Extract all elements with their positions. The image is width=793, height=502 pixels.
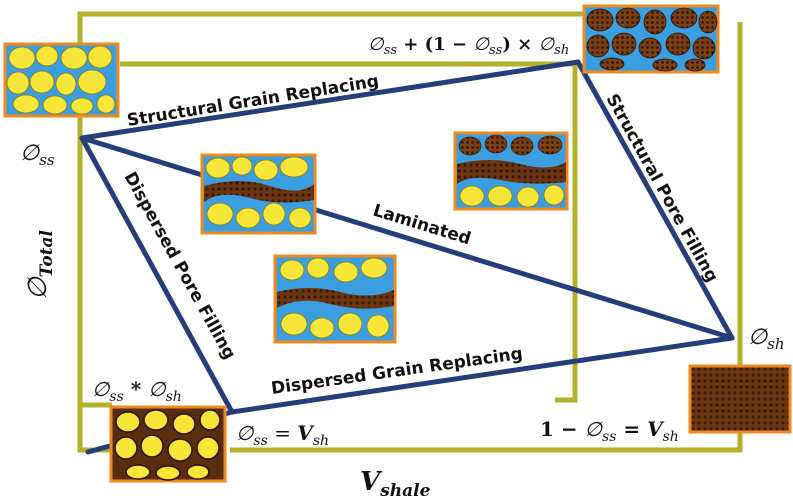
structural-pore-label: Structural Pore Filling: [602, 91, 722, 286]
y-axis-label: ∅Total: [23, 229, 57, 300]
laminated-icon: [200, 153, 317, 235]
sandstone-icon: [3, 42, 120, 118]
clean-sand-porosity: ∅ss: [20, 141, 55, 169]
dispersed-laminated-icon: [273, 254, 397, 344]
shale-grain-icon: [582, 4, 720, 74]
shale-icon: [688, 364, 792, 434]
inner-frame: [80, 61, 578, 408]
shale-porosity: ∅sh: [748, 325, 785, 353]
dispersed-grain-label: Dispersed Grain Replacing: [270, 344, 524, 399]
vsh-right-formula: 1 − ∅ss = Vsh: [540, 417, 679, 445]
structural-max-formula: ∅ss + (1 − ∅ss) × ∅sh: [368, 34, 569, 58]
vsh-left-formula: ∅ss = Vsh: [236, 421, 329, 449]
dispersed-min-formula: ∅ss * ∅sh: [92, 377, 182, 405]
x-axis-label: Vshale: [360, 467, 431, 501]
structural-grain-label: Structural Grain Replacing: [126, 71, 381, 131]
dispersed-icon: [109, 405, 227, 483]
laminated-icon-2: [453, 131, 569, 211]
